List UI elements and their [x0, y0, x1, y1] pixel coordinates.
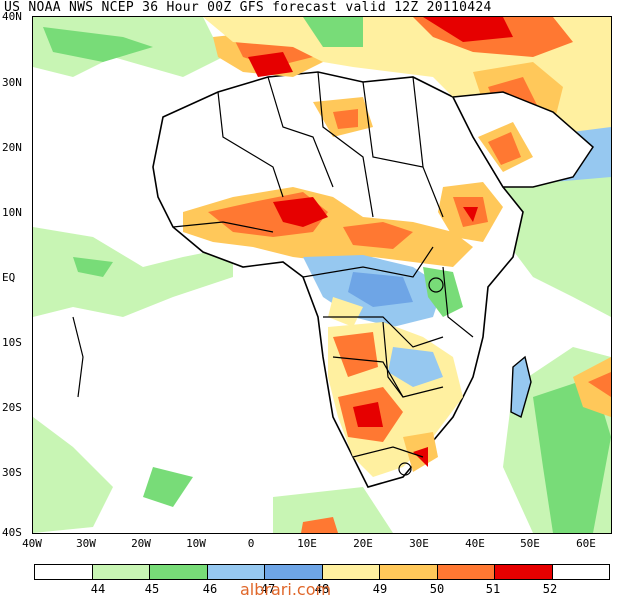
- colorbar-segment: [552, 565, 609, 579]
- colorbar-segment: [380, 565, 438, 579]
- lat-label: 40N: [2, 10, 22, 23]
- ocean-shading-hot: [301, 357, 611, 533]
- colorbar-label: 47: [260, 582, 276, 596]
- lat-label: 30S: [2, 466, 22, 479]
- lon-label: 60E: [576, 537, 596, 550]
- watermark-text: albrari.com: [240, 580, 332, 599]
- colorbar-label: 45: [144, 582, 160, 596]
- lon-label: 30E: [409, 537, 429, 550]
- country-borders: [72, 71, 474, 476]
- lon-label: 40E: [465, 537, 485, 550]
- colorbar-segment: [495, 565, 553, 579]
- lat-label: 10S: [2, 336, 22, 349]
- lon-label: 30W: [76, 537, 96, 550]
- colorbar-segment: [35, 565, 93, 579]
- lon-label: 20E: [353, 537, 373, 550]
- lon-label: 20W: [131, 537, 151, 550]
- lat-label: 30N: [2, 76, 22, 89]
- africa-landmass: [152, 27, 524, 488]
- lon-label: 10E: [297, 537, 317, 550]
- lat-label: 10N: [2, 206, 22, 219]
- colorbar-label: 51: [485, 582, 501, 596]
- colorbar-label: 52: [542, 582, 558, 596]
- map-canvas: [33, 17, 611, 533]
- lon-label: 0: [247, 537, 255, 550]
- arabia-landmass: [451, 91, 594, 188]
- forecast-map: [32, 16, 612, 534]
- colorbar-segment: [437, 565, 495, 579]
- lat-label: 20S: [2, 401, 22, 414]
- colorbar-segment: [207, 565, 265, 579]
- colorbar-segment: [150, 565, 208, 579]
- madagascar: [510, 355, 532, 419]
- colorbar-label: 46: [202, 582, 218, 596]
- colorbar-label: 48: [314, 582, 330, 596]
- map-title: US NOAA NWS NCEP 36 Hour 00Z GFS forecas…: [4, 0, 492, 15]
- lon-label: 50E: [520, 537, 540, 550]
- color-bar: [34, 564, 610, 580]
- lon-label: 40W: [22, 537, 42, 550]
- ocean-shading-mid: [43, 27, 611, 533]
- colorbar-label: 50: [429, 582, 445, 596]
- colorbar-segment: [265, 565, 323, 579]
- lat-label: 20N: [2, 141, 22, 154]
- colorbar-label: 49: [372, 582, 388, 596]
- lat-label: EQ: [2, 271, 16, 284]
- colorbar-segment: [92, 565, 150, 579]
- lon-label: 10W: [186, 537, 206, 550]
- lat-label: 40S: [2, 526, 22, 539]
- colorbar-segment: [322, 565, 380, 579]
- colorbar-label: 44: [90, 582, 106, 596]
